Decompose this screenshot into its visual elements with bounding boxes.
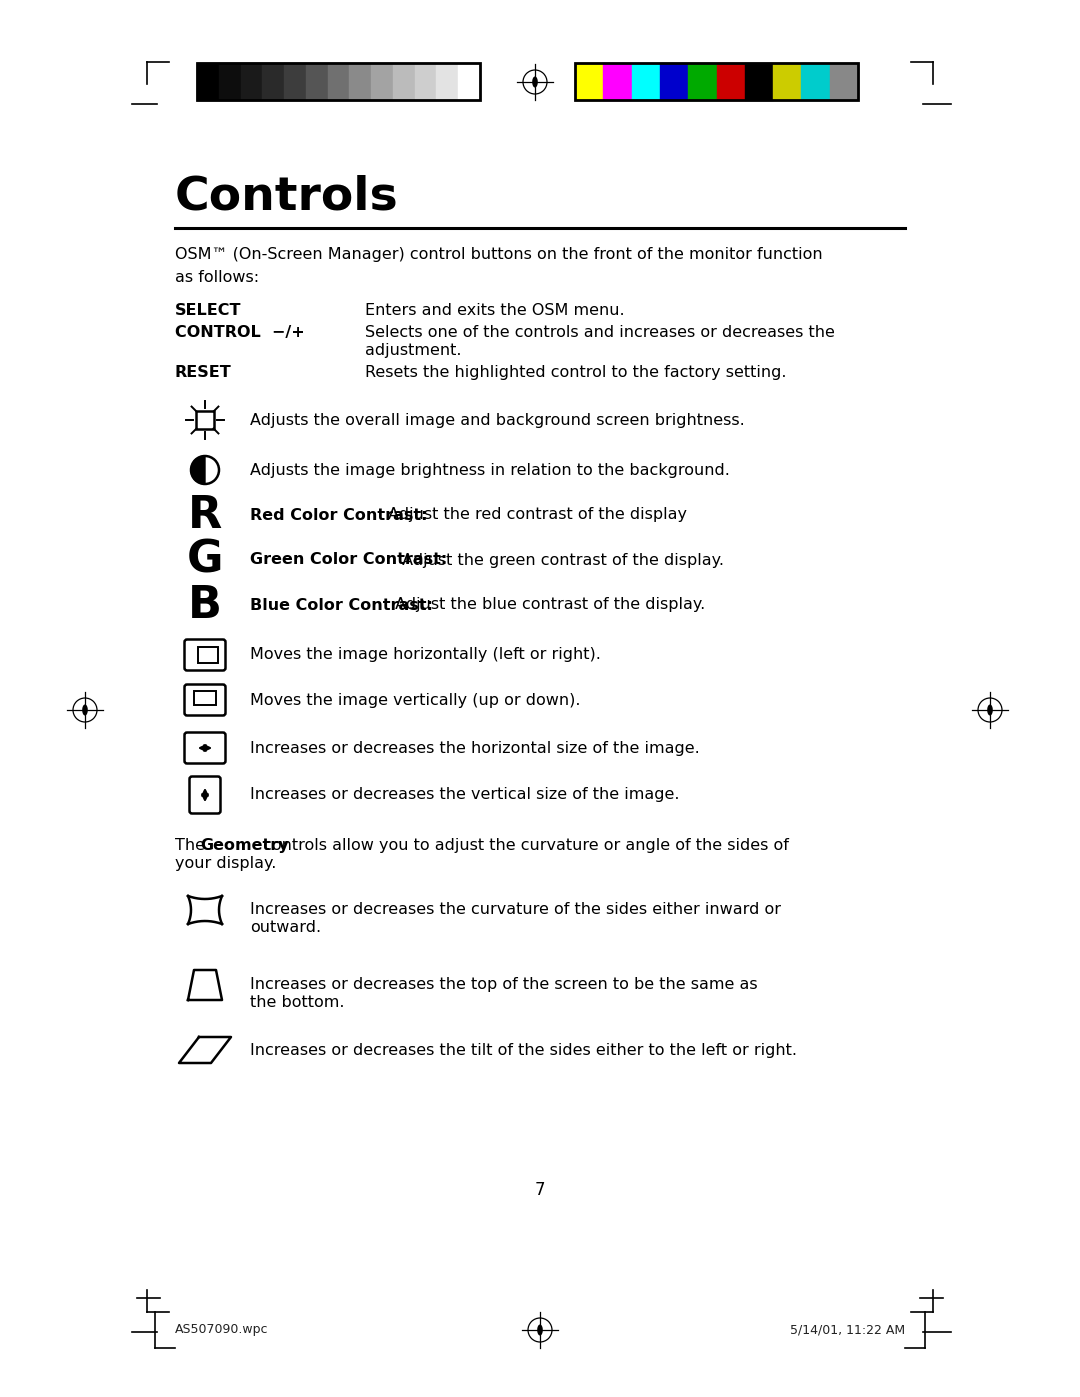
Bar bbox=[195, 411, 214, 429]
Text: B: B bbox=[188, 584, 222, 626]
Text: outward.: outward. bbox=[249, 921, 321, 935]
Bar bbox=[458, 63, 480, 101]
Bar bbox=[575, 63, 604, 101]
Bar bbox=[372, 63, 393, 101]
Bar bbox=[327, 63, 350, 101]
Text: Enters and exits the OSM menu.: Enters and exits the OSM menu. bbox=[365, 303, 624, 319]
Text: The: The bbox=[175, 838, 211, 854]
Text: 7: 7 bbox=[535, 1180, 545, 1199]
Bar bbox=[716, 63, 745, 101]
Bar bbox=[436, 63, 458, 101]
Bar bbox=[219, 63, 241, 101]
Bar bbox=[197, 63, 219, 101]
Text: 5/14/01, 11:22 AM: 5/14/01, 11:22 AM bbox=[789, 1323, 905, 1337]
Bar bbox=[262, 63, 284, 101]
Text: Adjust the red contrast of the display: Adjust the red contrast of the display bbox=[383, 507, 687, 522]
Text: Moves the image vertically (up or down).: Moves the image vertically (up or down). bbox=[249, 693, 581, 707]
Bar bbox=[415, 63, 436, 101]
Text: as follows:: as follows: bbox=[175, 270, 259, 285]
Text: adjustment.: adjustment. bbox=[365, 344, 461, 358]
Bar bbox=[829, 63, 858, 101]
Text: Increases or decreases the curvature of the sides either inward or: Increases or decreases the curvature of … bbox=[249, 902, 781, 916]
Text: Adjust the blue contrast of the display.: Adjust the blue contrast of the display. bbox=[390, 598, 705, 612]
Text: CONTROL  −/+: CONTROL −/+ bbox=[175, 326, 305, 339]
Bar bbox=[306, 63, 327, 101]
Ellipse shape bbox=[538, 1326, 542, 1334]
Bar bbox=[773, 63, 801, 101]
Bar bbox=[241, 63, 262, 101]
Bar bbox=[197, 63, 480, 101]
Text: your display.: your display. bbox=[175, 856, 276, 870]
Text: OSM™ (On-Screen Manager) control buttons on the front of the monitor function: OSM™ (On-Screen Manager) control buttons… bbox=[175, 247, 823, 263]
Ellipse shape bbox=[988, 705, 993, 715]
Text: Increases or decreases the vertical size of the image.: Increases or decreases the vertical size… bbox=[249, 788, 679, 802]
Text: controls allow you to adjust the curvature or angle of the sides of: controls allow you to adjust the curvatu… bbox=[258, 838, 789, 854]
Text: G: G bbox=[187, 538, 224, 581]
Text: Increases or decreases the horizontal size of the image.: Increases or decreases the horizontal si… bbox=[249, 740, 700, 756]
Bar bbox=[194, 692, 216, 705]
Bar bbox=[575, 63, 858, 101]
Text: RESET: RESET bbox=[175, 365, 232, 380]
Text: Adjusts the image brightness in relation to the background.: Adjusts the image brightness in relation… bbox=[249, 462, 730, 478]
Text: R: R bbox=[188, 493, 222, 536]
Text: Moves the image horizontally (left or right).: Moves the image horizontally (left or ri… bbox=[249, 647, 600, 662]
Ellipse shape bbox=[532, 77, 537, 87]
Text: AS507090.wpc: AS507090.wpc bbox=[175, 1323, 269, 1337]
Bar bbox=[284, 63, 306, 101]
Text: Green Color Contrast:: Green Color Contrast: bbox=[249, 552, 447, 567]
Bar bbox=[688, 63, 716, 101]
Text: Controls: Controls bbox=[175, 175, 399, 219]
Text: Adjust the green contrast of the display.: Adjust the green contrast of the display… bbox=[397, 552, 724, 567]
Bar bbox=[801, 63, 829, 101]
Text: Red Color Contrast:: Red Color Contrast: bbox=[249, 507, 428, 522]
Text: Adjusts the overall image and background screen brightness.: Adjusts the overall image and background… bbox=[249, 412, 745, 427]
Text: Geometry: Geometry bbox=[201, 838, 289, 854]
Ellipse shape bbox=[83, 705, 87, 715]
Bar bbox=[632, 63, 660, 101]
Bar bbox=[198, 647, 218, 664]
Text: SELECT: SELECT bbox=[175, 303, 242, 319]
Bar bbox=[350, 63, 372, 101]
Bar bbox=[660, 63, 688, 101]
Text: Increases or decreases the top of the screen to be the same as: Increases or decreases the top of the sc… bbox=[249, 977, 758, 992]
Bar bbox=[604, 63, 632, 101]
Bar bbox=[745, 63, 773, 101]
Text: Selects one of the controls and increases or decreases the: Selects one of the controls and increase… bbox=[365, 326, 835, 339]
Text: Resets the highlighted control to the factory setting.: Resets the highlighted control to the fa… bbox=[365, 365, 786, 380]
Text: Increases or decreases the tilt of the sides either to the left or right.: Increases or decreases the tilt of the s… bbox=[249, 1042, 797, 1058]
Text: the bottom.: the bottom. bbox=[249, 995, 345, 1010]
Text: Blue Color Contrast:: Blue Color Contrast: bbox=[249, 598, 433, 612]
Polygon shape bbox=[191, 455, 205, 483]
Bar bbox=[393, 63, 415, 101]
